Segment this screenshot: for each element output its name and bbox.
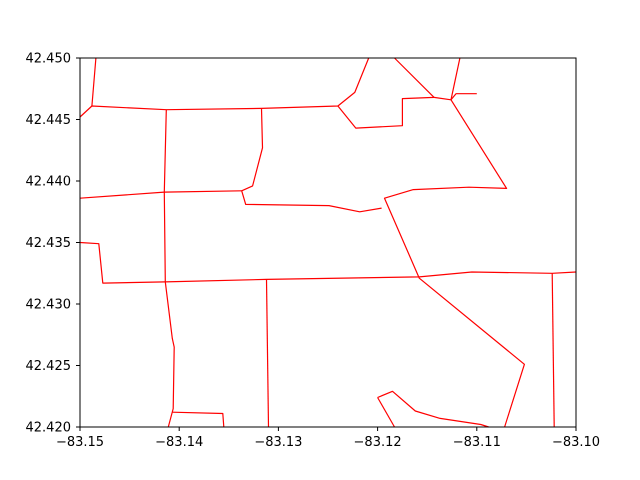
road-segment (163, 109, 175, 428)
road-segment (383, 99, 526, 428)
y-axis: 42.420 42.425 42.430 42.435 42.440 42.445 42.4… (26, 52, 80, 436)
x-tick-label: −83.12 (354, 435, 402, 450)
x-tick-label: −83.13 (254, 435, 302, 450)
road-segment (91, 57, 97, 107)
y-tick-label: 42.430 (26, 298, 72, 313)
x-tick-label: −83.15 (56, 435, 104, 450)
road-segment (377, 397, 396, 428)
road-segment (265, 279, 270, 428)
y-tick-label: 42.420 (26, 421, 72, 436)
road-segment (241, 108, 382, 213)
y-tick-label: 42.445 (26, 113, 72, 128)
road-segment (172, 411, 225, 428)
road-segment (337, 57, 435, 129)
road-segment (450, 57, 461, 100)
y-tick-label: 42.425 (26, 359, 72, 374)
road-segment (377, 390, 489, 428)
road-network (79, 57, 577, 428)
x-tick-label: −83.10 (552, 435, 600, 450)
y-tick-label: 42.440 (26, 175, 72, 190)
x-tick-label: −83.14 (155, 435, 203, 450)
x-axis: −83.15 −83.14 −83.13 −83.12 −83.11 −83.10 (56, 427, 600, 450)
road-segment (434, 93, 477, 101)
x-tick-label: −83.11 (453, 435, 501, 450)
road-segment (551, 273, 555, 428)
y-tick-label: 42.450 (26, 52, 72, 67)
y-tick-label: 42.435 (26, 236, 72, 251)
